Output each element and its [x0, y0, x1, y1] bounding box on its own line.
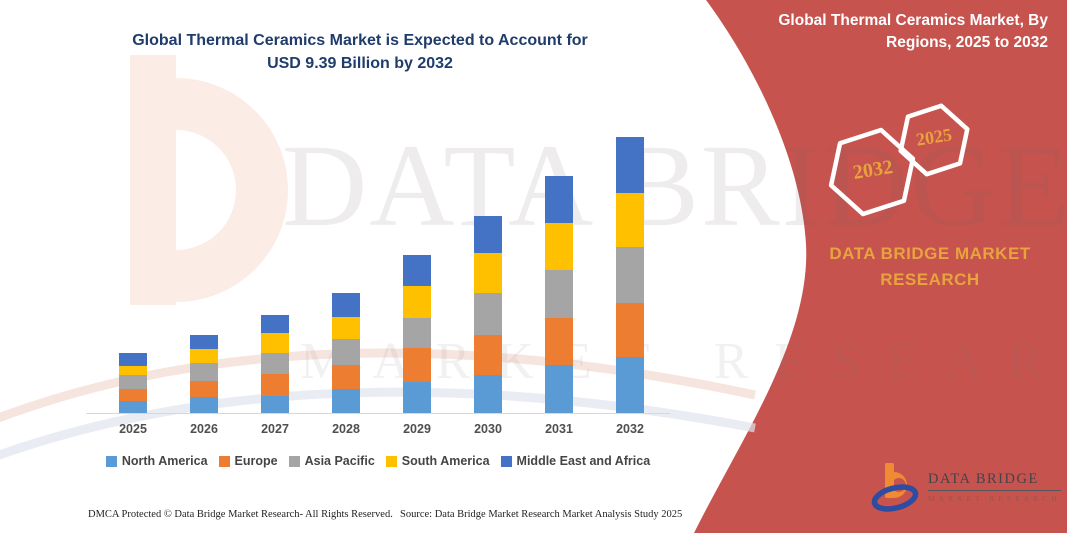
bar-segment	[474, 335, 502, 375]
databridge-logo: DATA BRIDGE MARKET RESEARCH	[871, 462, 1061, 514]
x-tick-label: 2028	[332, 422, 360, 436]
legend-label: Asia Pacific	[304, 454, 375, 468]
sidebar-title: Global Thermal Ceramics Market, By Regio…	[720, 10, 1048, 55]
bar-segment	[545, 365, 573, 413]
bar-segment	[474, 253, 502, 293]
bar-2028	[332, 293, 360, 413]
sidebar-brand-line1: DATA BRIDGE MARKET	[829, 244, 1031, 263]
bar-segment	[261, 374, 289, 396]
x-tick-label: 2027	[261, 422, 289, 436]
legend-item: South America	[385, 454, 490, 468]
legend-label: Middle East and Africa	[516, 454, 651, 468]
bar-segment	[403, 318, 431, 348]
x-tick-label: 2031	[545, 422, 573, 436]
bar-segment	[616, 303, 644, 357]
legend-item: North America	[105, 454, 208, 468]
legend-item: Middle East and Africa	[500, 454, 651, 468]
bar-segment	[545, 223, 573, 270]
bar-segment	[616, 137, 644, 193]
bar-segment	[403, 348, 431, 382]
bar-segment	[545, 270, 573, 318]
x-tick-label: 2026	[190, 422, 218, 436]
chart-title-line2: USD 9.39 Billion by 2032	[267, 54, 453, 72]
bar-segment	[119, 401, 147, 413]
x-tick-label: 2025	[119, 422, 147, 436]
logo-brand-text: DATA BRIDGE	[928, 471, 1061, 491]
legend-swatch	[218, 455, 230, 467]
x-tick-label: 2030	[474, 422, 502, 436]
bar-2032	[616, 137, 644, 413]
bar-segment	[616, 357, 644, 413]
bar-segment	[403, 286, 431, 318]
legend-label: North America	[121, 454, 208, 468]
bar-segment	[261, 315, 289, 333]
sidebar-brand-text: DATA BRIDGE MARKET RESEARCH	[800, 241, 1060, 292]
bar-2026	[190, 335, 218, 413]
bar-segment	[403, 255, 431, 286]
bar-segment	[119, 389, 147, 401]
bar-2031	[545, 176, 573, 413]
legend-swatch	[288, 455, 300, 467]
bar-segment	[332, 339, 360, 365]
source-text: Source: Data Bridge Market Research Mark…	[400, 509, 683, 520]
sidebar-brand-line2: RESEARCH	[880, 269, 980, 289]
logo-tagline-text: MARKET RESEARCH	[928, 494, 1061, 503]
copyright-text: DMCA Protected © Data Bridge Market Rese…	[88, 509, 393, 520]
bar-segment	[119, 375, 147, 389]
x-tick-label: 2029	[403, 422, 431, 436]
x-axis-line	[86, 413, 670, 414]
sidebar-title-line1: Global Thermal Ceramics Market, By	[778, 12, 1048, 29]
legend-swatch	[385, 455, 397, 467]
legend-item: Europe	[218, 454, 278, 468]
bar-segment	[403, 382, 431, 413]
bar-segment	[474, 293, 502, 335]
chart-title-line1: Global Thermal Ceramics Market is Expect…	[132, 32, 588, 49]
bar-2025	[119, 353, 147, 413]
bar-segment	[474, 375, 502, 413]
legend-label: South America	[401, 454, 490, 468]
bar-segment	[119, 366, 147, 375]
watermark-b-bowl	[176, 78, 288, 302]
bar-segment	[474, 216, 502, 253]
databridge-logo-icon	[871, 463, 919, 512]
x-tick-label: 2032	[616, 422, 644, 436]
bar-2030	[474, 216, 502, 413]
bar-2027	[261, 315, 289, 413]
bar-segment	[332, 317, 360, 339]
bar-segment	[545, 176, 573, 223]
sidebar-title-line2: Regions, 2025 to 2032	[886, 34, 1048, 52]
bar-segment	[190, 397, 218, 413]
legend-label: Europe	[234, 454, 278, 468]
bar-segment	[332, 293, 360, 317]
legend-swatch	[105, 455, 117, 467]
bar-segment	[332, 389, 360, 413]
bar-segment	[190, 335, 218, 349]
watermark-b-bar	[130, 55, 176, 305]
bar-2029	[403, 255, 431, 413]
chart-legend: North America Europe Asia Pacific South Ame…	[86, 454, 670, 468]
bar-segment	[190, 349, 218, 363]
bar-segment	[616, 247, 644, 303]
bar-segment	[616, 193, 644, 247]
bar-segment	[261, 396, 289, 413]
chart-title: Global Thermal Ceramics Market is Expect…	[80, 30, 640, 75]
bar-segment	[190, 381, 218, 397]
bar-segment	[119, 353, 147, 366]
legend-item: Asia Pacific	[288, 454, 375, 468]
bar-segment	[190, 363, 218, 381]
bar-segment	[261, 353, 289, 374]
bar-segment	[332, 365, 360, 389]
legend-swatch	[500, 455, 512, 467]
bar-segment	[261, 333, 289, 353]
databridge-logo-text: DATA BRIDGE MARKET RESEARCH	[928, 471, 1061, 503]
bar-segment	[545, 318, 573, 365]
